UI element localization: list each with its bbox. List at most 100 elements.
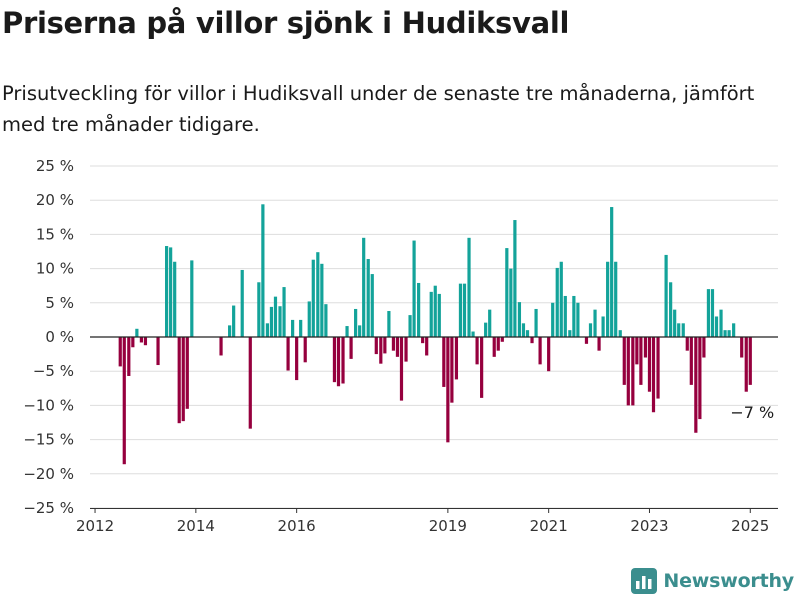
bar <box>480 337 484 398</box>
bar <box>740 337 744 358</box>
bar <box>232 305 236 337</box>
y-tick-label: −15 % <box>23 431 74 449</box>
y-tick-label: 10 % <box>36 260 74 278</box>
bar <box>421 337 425 344</box>
bar <box>563 295 567 337</box>
bar <box>521 323 526 337</box>
bar <box>689 337 693 385</box>
bar <box>618 330 622 337</box>
bar <box>118 337 122 367</box>
bar <box>500 337 504 342</box>
bar <box>425 337 429 356</box>
bar <box>156 337 160 366</box>
bar <box>593 309 597 337</box>
bar <box>257 282 261 337</box>
x-tick-label: 2016 <box>278 517 316 535</box>
bar <box>710 289 715 337</box>
bar <box>551 302 555 337</box>
bar <box>412 240 416 337</box>
y-tick-label: 5 % <box>45 294 74 312</box>
bar <box>631 337 635 406</box>
bar <box>525 330 530 337</box>
bar <box>723 330 727 337</box>
bar <box>538 337 542 365</box>
bar <box>584 337 589 344</box>
bar <box>295 337 299 381</box>
bar <box>299 319 303 337</box>
bar <box>316 252 320 337</box>
bar <box>307 301 311 337</box>
chart-subtitle: Prisutveckling för villor i Hudiksvall u… <box>2 82 755 136</box>
bar <box>496 337 500 351</box>
bar <box>559 261 563 337</box>
bar <box>219 337 223 356</box>
bar <box>685 337 689 351</box>
bar <box>181 337 185 422</box>
bar <box>555 267 559 337</box>
bar <box>173 261 177 337</box>
bar <box>669 282 673 337</box>
bar <box>131 337 135 348</box>
bar <box>446 337 450 443</box>
bar <box>291 319 295 337</box>
bar <box>647 337 652 392</box>
bar <box>530 337 534 344</box>
bar <box>341 337 345 384</box>
y-tick-label: −25 % <box>23 499 74 517</box>
bar-chart-logo-icon <box>631 568 658 594</box>
bar <box>601 316 605 337</box>
x-tick-label: 2014 <box>177 517 215 535</box>
bar-chart: −25 % −20 % −15 % −10 % −5 % 0 % 5 % 10 % 15 % 20… <box>23 157 778 535</box>
bar <box>311 259 315 337</box>
bar <box>462 283 467 337</box>
bar <box>513 220 517 337</box>
bar <box>471 331 475 337</box>
bar <box>467 237 471 337</box>
bar <box>568 330 572 337</box>
bar <box>719 309 723 337</box>
bar <box>484 322 488 337</box>
bar <box>135 328 139 337</box>
bar <box>395 337 400 357</box>
bar <box>437 293 441 337</box>
bar <box>732 323 736 337</box>
bar <box>576 302 580 337</box>
bar <box>320 263 324 337</box>
y-tick-label: −5 % <box>33 362 74 380</box>
bar <box>265 323 270 337</box>
bar <box>698 337 702 420</box>
bar <box>399 337 404 401</box>
bar <box>177 337 181 424</box>
bar <box>454 337 459 380</box>
x-tick-label: 2019 <box>429 517 467 535</box>
bar <box>185 337 189 409</box>
bar <box>606 261 610 337</box>
bar <box>509 268 513 337</box>
bar <box>534 308 538 337</box>
bar <box>547 337 551 372</box>
bar <box>387 311 391 337</box>
bar <box>727 330 731 337</box>
bar <box>383 337 387 354</box>
bar <box>332 337 337 383</box>
bar <box>122 337 126 465</box>
bar <box>324 304 328 337</box>
bar <box>597 337 601 351</box>
bar <box>408 315 412 337</box>
bar <box>228 325 232 337</box>
bar <box>336 337 341 387</box>
bar <box>714 316 719 337</box>
bar <box>370 274 374 337</box>
bar <box>702 337 706 358</box>
bar <box>354 308 358 337</box>
bar <box>488 309 492 337</box>
bar <box>505 248 509 337</box>
x-tick-label: 2012 <box>76 517 114 535</box>
bar <box>366 259 370 337</box>
bar <box>626 337 630 406</box>
bar <box>664 254 668 337</box>
brand: Newsworthy <box>631 568 794 594</box>
bar <box>379 337 383 364</box>
bar <box>269 306 274 337</box>
bar <box>282 287 286 337</box>
